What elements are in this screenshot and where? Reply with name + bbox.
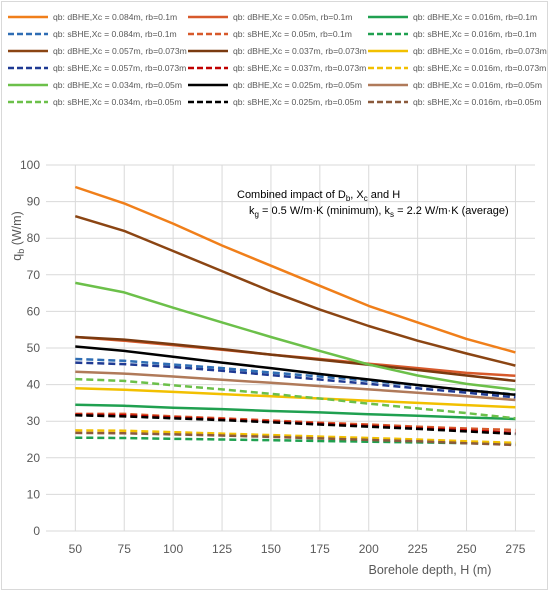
x-tick-label-7: 225: [408, 542, 428, 556]
legend-label-6: qb: dBHE,Xc = 0.057m, rb=0.073m: [53, 46, 187, 56]
series-line-2: [75, 403, 516, 421]
series-line-12: [75, 281, 516, 391]
series-line-16: [75, 414, 516, 436]
x-tick-label-9: 275: [505, 542, 525, 556]
y-tick-label-6: 60: [27, 304, 41, 318]
legend-label-13: qb: dBHE,Xc = 0.025m, rb=0.05m: [233, 80, 362, 90]
y-axis-label: qb (W/m): [10, 211, 26, 260]
y-tick-label-1: 10: [27, 487, 41, 501]
series-line-6: [74, 215, 516, 367]
series-line-9: [75, 361, 516, 399]
series-line-7: [75, 335, 516, 383]
y-label-sub: b: [16, 249, 26, 254]
x-tick-label-8: 250: [457, 542, 477, 556]
x-tick-label-4: 150: [261, 542, 281, 556]
legend-label-16: qb: sBHE,Xc = 0.025m, rb=0.05m: [233, 97, 362, 107]
legend-label-2: qb: dBHE,Xc = 0.016m, rb=0.1m: [413, 12, 537, 22]
y-tick-label-9: 90: [27, 195, 41, 209]
series-lines: [74, 185, 516, 447]
x-tick-label-3: 125: [212, 542, 232, 556]
legend-label-0: qb: dBHE,Xc = 0.084m, rb=0.1m: [53, 12, 177, 22]
legend-label-5: qb: sBHE,Xc = 0.016m, rb=0.1m: [413, 29, 537, 39]
legend-label-1: qb: dBHE,Xc = 0.05m, rb=0.1m: [233, 12, 352, 22]
legend-label-7: qb: dBHE,Xc = 0.037m, rb=0.073m: [233, 46, 367, 56]
legend-label-9: qb: sBHE,Xc = 0.057m, rb=0.073m: [53, 63, 186, 73]
legend-label-12: qb: dBHE,Xc = 0.034m, rb=0.05m: [53, 80, 182, 90]
legend-label-14: qb: dBHE,Xc = 0.016m, rb=0.05m: [413, 80, 542, 90]
legend-label-10: qb: sBHE,Xc = 0.037m, rb=0.073m: [233, 63, 366, 73]
annotation-line-2: kg = 0.5 W/m·K (minimum), ks = 2.2 W/m·K…: [249, 205, 509, 219]
legend-label-17: qb: sBHE,Xc = 0.016m, rb=0.05m: [413, 97, 542, 107]
legend-label-4: qb: sBHE,Xc = 0.05m, rb=0.1m: [233, 29, 352, 39]
x-tick-label-5: 175: [310, 542, 330, 556]
x-axis-label: Borehole depth, H (m): [369, 563, 492, 577]
legend-label-8: qb: dBHE,Xc = 0.016m, rb=0.073m: [413, 46, 547, 56]
legend: qb: dBHE,Xc = 0.084m, rb=0.1m qb: dBHE,Xc…: [8, 12, 547, 107]
legend-label-15: qb: sBHE,Xc = 0.034m, rb=0.05m: [53, 97, 182, 107]
y-tick-label-10: 100: [20, 158, 40, 172]
y-tick-label-4: 40: [27, 378, 41, 392]
series-line-11: [75, 429, 516, 445]
x-tick-label-2: 100: [163, 542, 183, 556]
series-line-17: [75, 431, 516, 447]
y-label-unit: (W/m): [10, 211, 24, 248]
annotation-line-1: Combined impact of Db, Xc and H: [237, 189, 400, 203]
y-tick-label-2: 20: [27, 451, 41, 465]
y-tick-label-3: 30: [27, 414, 41, 428]
y-tick-label-5: 50: [27, 341, 41, 355]
x-tick-label-6: 200: [359, 542, 379, 556]
y-tick-label-7: 70: [27, 268, 41, 282]
series-line-15: [75, 377, 516, 420]
series-line-13: [75, 345, 516, 397]
legend-label-11: qb: sBHE,Xc = 0.016m, rb=0.073m: [413, 63, 546, 73]
gridlines: [46, 164, 535, 532]
x-axis-ticks: 50 75 100 125 150 175 200 225 250 275: [69, 542, 526, 556]
y-label-main: q: [10, 254, 24, 261]
y-tick-label-8: 80: [27, 231, 41, 245]
series-line-0: [74, 185, 516, 354]
y-tick-label-0: 0: [33, 524, 40, 538]
y-axis-ticks: 0 10 20 30 40 50 60 70 80 90 100: [20, 158, 40, 538]
series-line-14: [75, 370, 516, 402]
x-tick-label-0: 50: [69, 542, 83, 556]
x-tick-label-1: 75: [118, 542, 132, 556]
legend-label-3: qb: sBHE,Xc = 0.084m, rb=0.1m: [53, 29, 177, 39]
